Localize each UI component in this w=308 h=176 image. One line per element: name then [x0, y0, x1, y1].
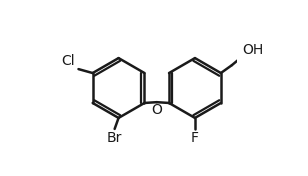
Text: Br: Br	[107, 131, 122, 144]
Text: OH: OH	[242, 43, 263, 56]
Text: F: F	[191, 131, 199, 144]
Text: O: O	[151, 103, 162, 117]
Text: Cl: Cl	[62, 54, 75, 68]
